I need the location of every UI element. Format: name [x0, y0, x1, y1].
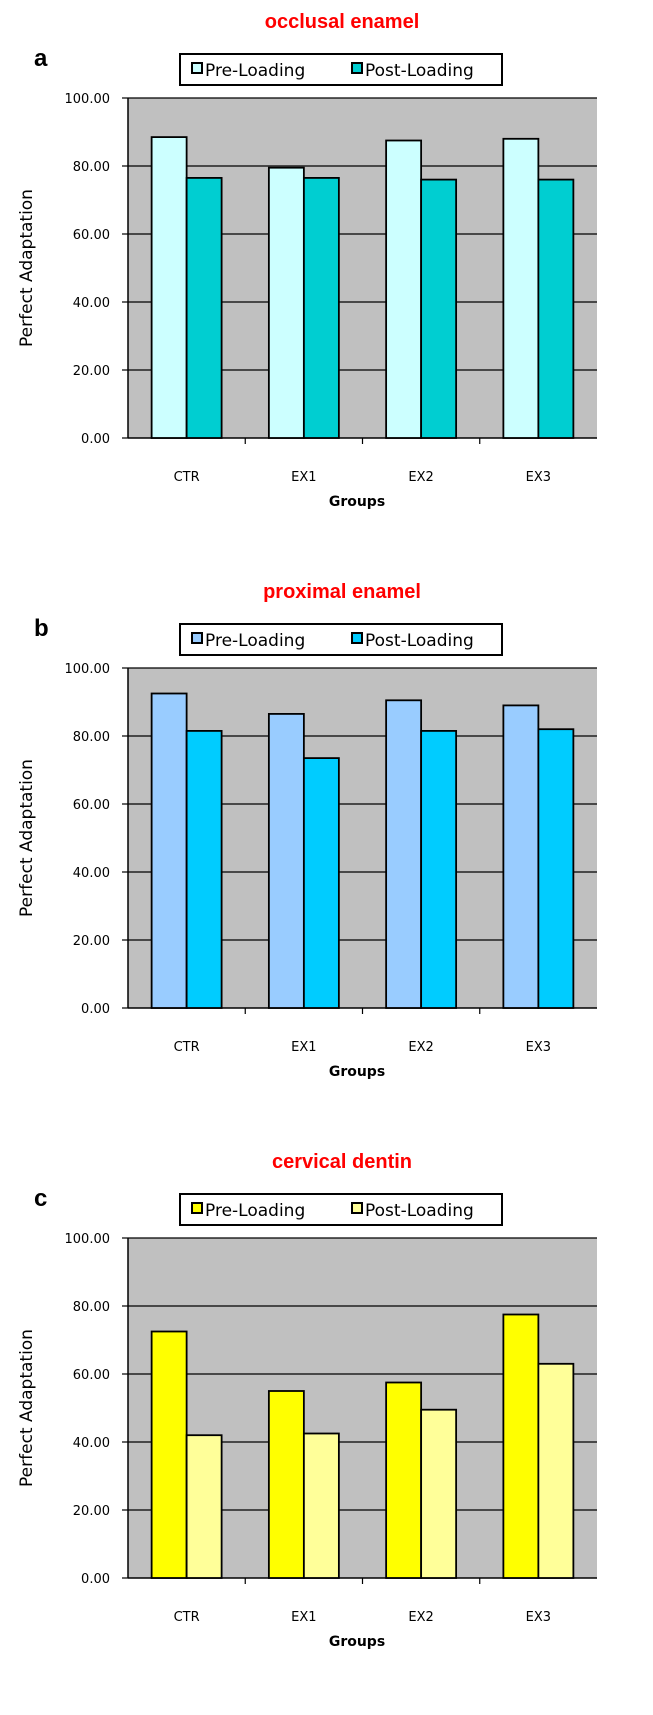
bar-pre-loading-ex2: [385, 1381, 423, 1579]
x-axis-label: Groups: [329, 494, 385, 510]
bar-chart-b: proximal enamel b Pre-Loading Post-Loading 0…: [17, 581, 597, 1080]
y-tick-label: 40.00: [73, 866, 110, 881]
x-tick-label: CTR: [174, 470, 200, 485]
bar-post-loading-ex2: [420, 1408, 458, 1579]
bar-pre-loading-ex1: [267, 712, 305, 1009]
legend-label: Pre-Loading: [205, 61, 305, 81]
y-tick-label: 80.00: [73, 1300, 110, 1315]
chart-panel-a: occlusal enamel a Pre-Loading Post-Loading 0…: [0, 0, 653, 560]
bar-pre-loading-ex2: [385, 139, 423, 439]
x-tick-label: CTR: [174, 1610, 200, 1625]
legend-swatch: [351, 632, 363, 644]
y-tick-label: 20.00: [73, 934, 110, 949]
y-tick-label: 0.00: [81, 1572, 110, 1587]
x-tick-label: CTR: [174, 1040, 200, 1055]
y-tick-label: 60.00: [73, 228, 110, 243]
chart-title: occlusal enamel: [265, 11, 420, 33]
y-axis-label: Perfect Adaptation: [17, 1329, 37, 1487]
y-tick-label: 100.00: [65, 92, 111, 107]
x-tick-label: EX3: [526, 470, 551, 485]
bar-post-loading-ex1: [302, 1432, 340, 1579]
bar-pre-loading-ctr: [150, 1330, 188, 1579]
y-tick-label: 100.00: [65, 662, 111, 677]
y-tick-label: 60.00: [73, 1368, 110, 1383]
bar-post-loading-ex3: [537, 1362, 575, 1579]
bar-post-loading-ctr: [185, 729, 223, 1009]
bar-post-loading-ex3: [537, 728, 575, 1009]
legend-swatch: [191, 1202, 203, 1214]
panel-letter: b: [34, 615, 49, 642]
chart-panel-c: cervical dentin c Pre-Loading Post-Loading 0…: [0, 1140, 653, 1700]
bar-pre-loading-ctr: [150, 136, 188, 439]
legend-label: Pre-Loading: [205, 1201, 305, 1221]
bar-post-loading-ex1: [302, 176, 340, 439]
y-tick-label: 40.00: [73, 1436, 110, 1451]
legend-swatch: [351, 1202, 363, 1214]
chart-title: proximal enamel: [263, 581, 421, 603]
y-tick-label: 40.00: [73, 296, 110, 311]
x-axis-label: Groups: [329, 1634, 385, 1650]
x-tick-label: EX1: [291, 1610, 316, 1625]
bar-pre-loading-ex1: [267, 166, 305, 439]
bar-post-loading-ex2: [420, 729, 458, 1009]
y-tick-label: 0.00: [81, 1002, 110, 1017]
x-axis-label: Groups: [329, 1064, 385, 1080]
legend-swatch: [191, 62, 203, 74]
y-axis-label: Perfect Adaptation: [17, 189, 37, 347]
legend-swatch: [351, 62, 363, 74]
bar-pre-loading-ex1: [267, 1390, 305, 1579]
chart-panel-b: proximal enamel b Pre-Loading Post-Loading 0…: [0, 570, 653, 1130]
y-axis-label: Perfect Adaptation: [17, 759, 37, 917]
legend-label: Post-Loading: [365, 61, 474, 81]
y-tick-label: 20.00: [73, 364, 110, 379]
x-tick-label: EX3: [526, 1040, 551, 1055]
legend-swatch: [191, 632, 203, 644]
y-tick-label: 100.00: [65, 1232, 111, 1247]
x-tick-label: EX1: [291, 1040, 316, 1055]
bar-post-loading-ctr: [185, 1434, 223, 1579]
bar-post-loading-ex1: [302, 757, 340, 1009]
legend-label: Pre-Loading: [205, 631, 305, 651]
bar-pre-loading-ex3: [502, 704, 540, 1009]
x-tick-label: EX2: [408, 470, 433, 485]
bar-chart-c: cervical dentin c Pre-Loading Post-Loading 0…: [17, 1151, 597, 1650]
y-tick-label: 80.00: [73, 160, 110, 175]
legend-box: [179, 623, 503, 656]
legend-box: [179, 1193, 503, 1226]
chart-title: cervical dentin: [272, 1151, 412, 1173]
x-tick-label: EX2: [408, 1610, 433, 1625]
bar-post-loading-ctr: [185, 176, 223, 439]
y-tick-label: 80.00: [73, 730, 110, 745]
y-tick-label: 0.00: [81, 432, 110, 447]
panel-letter: c: [34, 1185, 47, 1212]
bar-post-loading-ex2: [420, 178, 458, 439]
legend-box: [179, 53, 503, 86]
bar-pre-loading-ctr: [150, 692, 188, 1009]
x-tick-label: EX2: [408, 1040, 433, 1055]
bar-pre-loading-ex3: [502, 1313, 540, 1579]
y-tick-label: 60.00: [73, 798, 110, 813]
x-tick-label: EX3: [526, 1610, 551, 1625]
bar-chart-a: occlusal enamel a Pre-Loading Post-Loading 0…: [17, 11, 597, 510]
x-tick-label: EX1: [291, 470, 316, 485]
legend-label: Post-Loading: [365, 631, 474, 651]
panel-letter: a: [34, 45, 48, 72]
bar-pre-loading-ex2: [385, 699, 423, 1009]
bar-post-loading-ex3: [537, 178, 575, 439]
bar-pre-loading-ex3: [502, 137, 540, 439]
legend-label: Post-Loading: [365, 1201, 474, 1221]
y-tick-label: 20.00: [73, 1504, 110, 1519]
